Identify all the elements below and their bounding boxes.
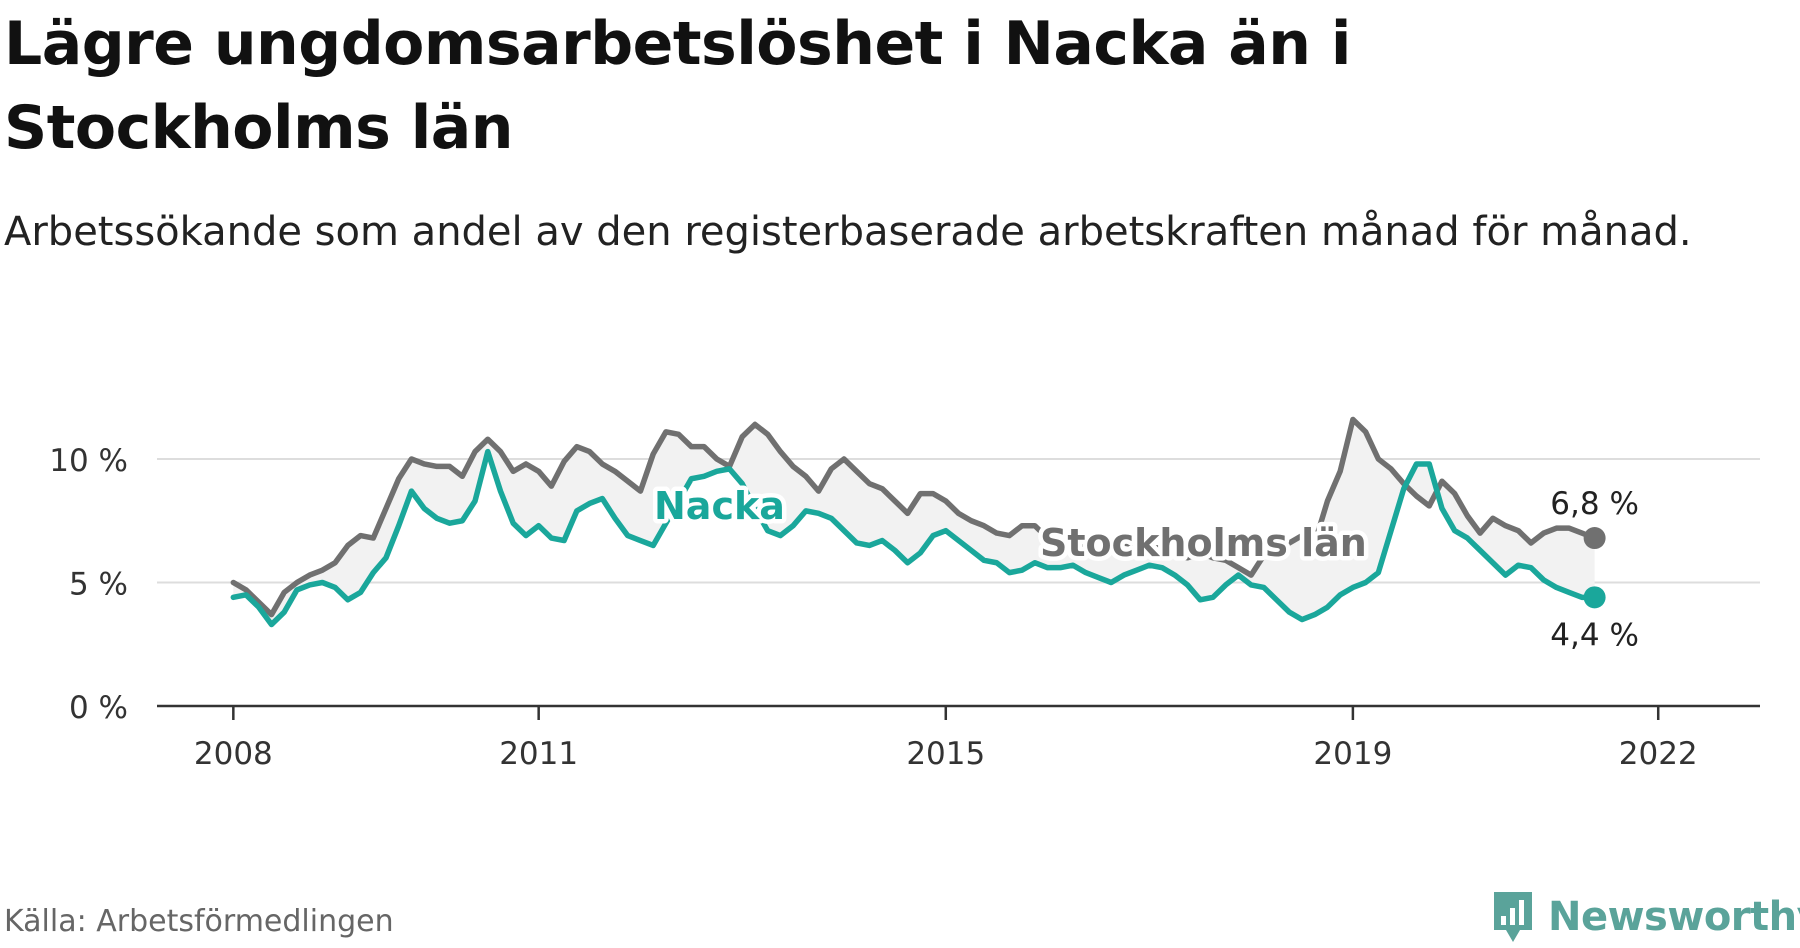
y-tick-label: 5 % — [69, 567, 128, 603]
y-tick-label: 10 % — [49, 443, 128, 479]
y-tick-label: 0 % — [69, 690, 128, 726]
chart-subtitle: Arbetssökande som andel av den registerb… — [4, 209, 1692, 255]
source-note: Källa: Arbetsförmedlingen — [4, 904, 394, 939]
x-tick-label: 2022 — [1619, 736, 1698, 772]
x-tick-label: 2015 — [906, 736, 985, 772]
x-tick-label: 2019 — [1313, 736, 1392, 772]
gridlines — [157, 458, 1760, 584]
series-lines — [230, 416, 1606, 628]
series-label-nacka: Nacka — [654, 484, 785, 528]
newsworthy-logo-icon — [1494, 892, 1532, 942]
series-label-stockholms-lan: Stockholms län — [1040, 521, 1367, 565]
difference-band-area — [233, 419, 1595, 625]
x-tick-label: 2011 — [499, 736, 578, 772]
end-point-nacka — [1583, 586, 1606, 609]
end-value-label-stockholms-lan: 6,8 % — [1550, 486, 1639, 522]
end-point-stockholms-län — [1583, 527, 1606, 550]
chart-title: Lägre ungdomsarbetslöshet i Nacka än i S… — [4, 9, 1351, 163]
brand-logo[interactable]: Newsworthy — [1490, 887, 1800, 947]
series-line-nacka — [230, 448, 1598, 628]
x-tick-label: 2008 — [194, 736, 273, 772]
difference-band — [233, 419, 1595, 625]
series-line-stockholms-län — [230, 416, 1598, 618]
chart-labels: Nacka Stockholms län 6,8 % 4,4 % — [650, 480, 1644, 658]
axes: 0 % 5 % 10 % 2008 2011 2015 2019 2022 — [49, 443, 1760, 772]
end-value-label-nacka: 4,4 % — [1550, 617, 1639, 653]
brand-name: Newsworthy — [1548, 894, 1800, 940]
